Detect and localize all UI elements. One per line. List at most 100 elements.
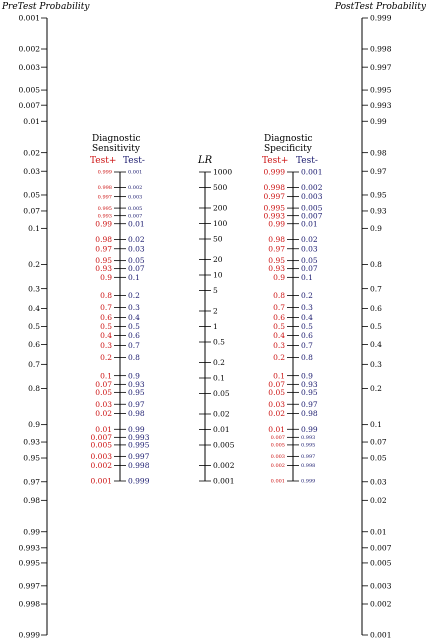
specificity-plus-label: 0.01 bbox=[268, 425, 285, 434]
specificity-minus-label: 0.005 bbox=[301, 204, 323, 213]
lr-tick-label: 0.002 bbox=[213, 461, 235, 470]
lr-tick-label: 50 bbox=[213, 235, 223, 244]
lr-tick-label: 0.5 bbox=[213, 338, 225, 347]
pretest-tick-label: 0.002 bbox=[19, 45, 41, 54]
sensitivity-minus-label: 0.997 bbox=[128, 452, 150, 461]
sensitivity-plus-label: 0.993 bbox=[98, 213, 112, 219]
sensitivity-plus-label: 0.5 bbox=[100, 322, 112, 331]
pretest-tick-label: 0.003 bbox=[19, 63, 41, 72]
pretest-tick-label: 0.99 bbox=[23, 527, 40, 536]
pretest-tick-label: 0.7 bbox=[28, 360, 40, 369]
pretest-tick-label: 0.007 bbox=[19, 101, 41, 110]
specificity-plus-label: 0.2 bbox=[273, 353, 285, 362]
sensitivity-minus-label: 0.9 bbox=[128, 371, 140, 380]
sensitivity-plus-label: 0.9 bbox=[100, 273, 112, 282]
posttest-tick-label: 0.05 bbox=[370, 454, 387, 463]
pretest-tick-label: 0.03 bbox=[23, 167, 40, 176]
pretest-tick-label: 0.98 bbox=[23, 496, 40, 505]
sensitivity-plus-label: 0.005 bbox=[91, 441, 113, 450]
specificity-plus-label: 0.998 bbox=[264, 183, 286, 192]
specificity-minus-label: 0.5 bbox=[301, 322, 313, 331]
sensitivity-minus-label: 0.3 bbox=[128, 303, 140, 312]
sensitivity-plus-label: 0.997 bbox=[98, 194, 112, 200]
sensitivity-minus-label: 0.02 bbox=[128, 235, 145, 244]
pretest-tick-label: 0.07 bbox=[23, 207, 40, 216]
sensitivity-minus-label: 0.003 bbox=[128, 194, 142, 200]
posttest-tick-label: 0.9 bbox=[370, 224, 382, 233]
sensitivity-minus-label: 0.93 bbox=[128, 380, 145, 389]
posttest-tick-label: 0.003 bbox=[370, 581, 392, 590]
posttest-tick-label: 0.1 bbox=[370, 420, 382, 429]
posttest-tick-label: 0.005 bbox=[370, 559, 392, 568]
specificity-plus-label: 0.93 bbox=[268, 264, 285, 273]
specificity-plus-label: 0.005 bbox=[271, 443, 285, 449]
pretest-tick-label: 0.1 bbox=[28, 224, 40, 233]
axis-marks: 0.0010.0020.0030.0050.0070.010.020.030.0… bbox=[19, 14, 392, 640]
specificity-plus-label: 0.97 bbox=[268, 244, 285, 253]
specificity-minus-label: 0.007 bbox=[301, 211, 323, 220]
sensitivity-plus-label: 0.95 bbox=[95, 256, 112, 265]
specificity-plus-label: 0.6 bbox=[273, 313, 285, 322]
lr-tick-label: 1 bbox=[213, 322, 218, 331]
pretest-tick-label: 0.9 bbox=[28, 420, 40, 429]
pretest-tick-label: 0.02 bbox=[23, 148, 40, 157]
specificity-minus-label: 0.2 bbox=[301, 291, 313, 300]
posttest-tick-label: 0.007 bbox=[370, 543, 392, 552]
lr-tick-label: 200 bbox=[213, 204, 228, 213]
posttest-tick-label: 0.993 bbox=[370, 101, 392, 110]
posttest-tick-label: 0.4 bbox=[370, 340, 382, 349]
sensitivity-plus-label: 0.07 bbox=[95, 380, 112, 389]
sensitivity-minus-label: 0.07 bbox=[128, 264, 145, 273]
specificity-plus-label: 0.997 bbox=[264, 192, 286, 201]
specificity-minus-label: 0.993 bbox=[301, 435, 315, 441]
pretest-tick-label: 0.997 bbox=[19, 581, 41, 590]
specificity-minus-label: 0.05 bbox=[301, 256, 318, 265]
pretest-tick-label: 0.005 bbox=[19, 86, 41, 95]
specificity-plus-label: 0.9 bbox=[273, 273, 285, 282]
sensitivity-plus-label: 0.2 bbox=[100, 353, 112, 362]
specificity-plus-label: 0.1 bbox=[273, 371, 285, 380]
sensitivity-minus-label: 0.005 bbox=[128, 206, 142, 212]
posttest-tick-label: 0.8 bbox=[370, 260, 382, 269]
sensitivity-minus-label: 0.99 bbox=[128, 425, 145, 434]
posttest-tick-label: 0.995 bbox=[370, 86, 392, 95]
sensitivity-minus-label: 0.6 bbox=[128, 331, 140, 340]
sensitivity-minus-label: 0.001 bbox=[128, 170, 142, 176]
specificity-minus-label: 0.003 bbox=[301, 192, 323, 201]
posttest-title: PostTest Probability bbox=[334, 2, 427, 12]
specificity-plus-label: 0.8 bbox=[273, 291, 285, 300]
pretest-tick-label: 0.01 bbox=[23, 117, 40, 126]
pretest-tick-label: 0.999 bbox=[19, 631, 41, 640]
lr-tick-label: 0.02 bbox=[213, 410, 230, 419]
lr-title: LR bbox=[197, 155, 213, 166]
specificity-minus-label: 0.001 bbox=[301, 168, 322, 177]
specificity-minus-label: 0.98 bbox=[301, 409, 318, 418]
specificity-test-minus-header: Test- bbox=[296, 156, 318, 166]
sensitivity-minus-label: 0.995 bbox=[128, 441, 150, 450]
posttest-tick-label: 0.999 bbox=[370, 14, 392, 23]
pretest-tick-label: 0.3 bbox=[28, 284, 40, 293]
specificity-plus-label: 0.95 bbox=[268, 256, 285, 265]
posttest-tick-label: 0.07 bbox=[370, 438, 387, 447]
sensitivity-plus-label: 0.3 bbox=[100, 341, 112, 350]
lr-tick-label: 0.001 bbox=[213, 477, 234, 486]
sensitivity-plus-label: 0.995 bbox=[98, 206, 112, 212]
specificity-plus-label: 0.99 bbox=[268, 219, 285, 228]
lr-tick-label: 20 bbox=[213, 255, 223, 264]
posttest-tick-label: 0.97 bbox=[370, 167, 387, 176]
specificity-plus-label: 0.7 bbox=[273, 303, 285, 312]
posttest-tick-label: 0.5 bbox=[370, 322, 382, 331]
specificity-minus-label: 0.1 bbox=[301, 273, 313, 282]
posttest-tick-label: 0.93 bbox=[370, 207, 387, 216]
pretest-title: PreTest Probability bbox=[1, 2, 90, 12]
sensitivity-plus-label: 0.93 bbox=[95, 264, 112, 273]
sensitivity-plus-label: 0.6 bbox=[100, 313, 112, 322]
specificity-plus-label: 0.995 bbox=[264, 204, 286, 213]
sensitivity-plus-label: 0.1 bbox=[100, 371, 112, 380]
pretest-tick-label: 0.998 bbox=[19, 600, 41, 609]
specificity-plus-label: 0.3 bbox=[273, 341, 285, 350]
posttest-tick-label: 0.99 bbox=[370, 117, 387, 126]
lr-tick-label: 0.1 bbox=[213, 374, 225, 383]
specificity-plus-label: 0.98 bbox=[268, 235, 285, 244]
